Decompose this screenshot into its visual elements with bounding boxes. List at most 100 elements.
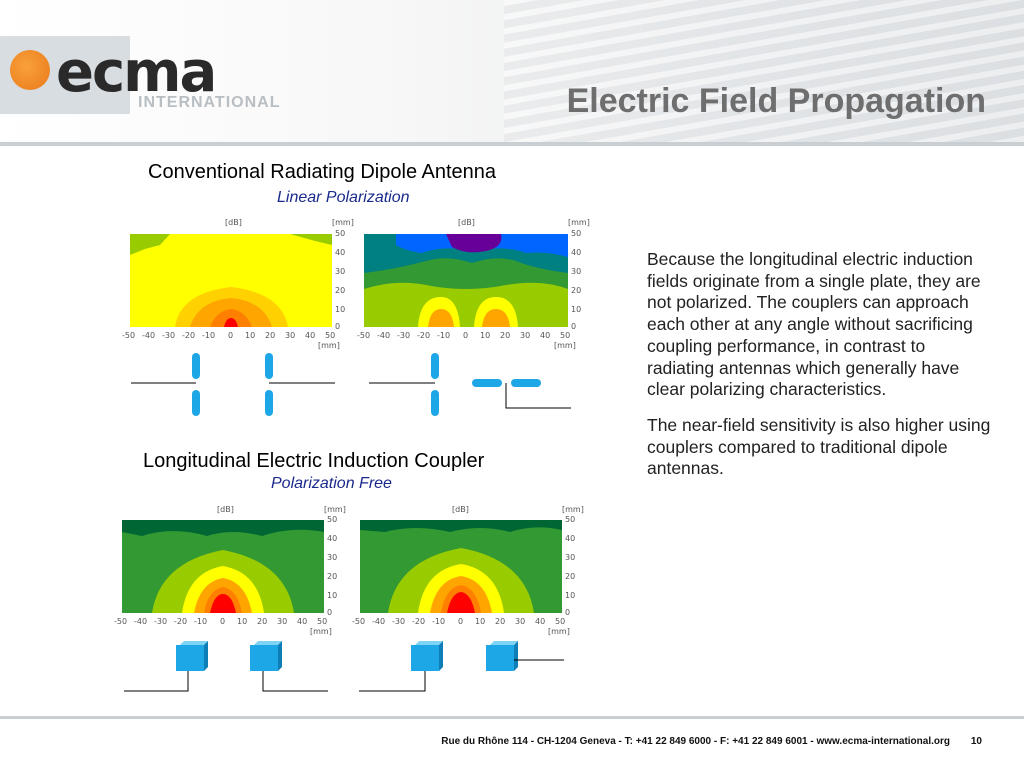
page-number: 10	[970, 736, 982, 747]
section-coupler-subtitle: Polarization Free	[271, 475, 392, 492]
x-tick: -30	[162, 331, 175, 340]
x-tick: 40	[305, 331, 315, 340]
x-tick: -10	[202, 331, 215, 340]
field-map-coupler-right: [dB] [mm] 50 40 30 20 10 0 -50 -40 -30 -…	[350, 502, 590, 640]
x-tick: 50	[317, 617, 327, 626]
contour-fill	[364, 234, 568, 327]
dipole-antenna-diagram	[125, 350, 585, 420]
coupler-diagram	[120, 640, 580, 700]
x-tick: -10	[432, 617, 445, 626]
field-map-dipole-left: [dB] [mm] 50 40 30 20 10 0 -50 -40 -30 -…	[120, 215, 360, 353]
x-tick: 30	[515, 617, 525, 626]
x-tick: 40	[297, 617, 307, 626]
plot-unit-mm-top: [mm]	[332, 218, 354, 227]
explanation-text: Because the longitudinal electric induct…	[647, 249, 992, 494]
x-tick: -50	[122, 331, 135, 340]
section-coupler-title: Longitudinal Electric Induction Coupler	[143, 450, 485, 472]
x-tick: -30	[154, 617, 167, 626]
x-tick: -20	[417, 331, 430, 340]
y-tick: 10	[327, 591, 337, 600]
x-tick: 50	[555, 617, 565, 626]
ecma-logo: ecma INTERNATIONAL	[0, 36, 290, 114]
y-tick: 50	[335, 229, 345, 238]
x-tick: 10	[245, 331, 255, 340]
x-tick: -40	[134, 617, 147, 626]
x-tick: -40	[142, 331, 155, 340]
x-tick: 20	[257, 617, 267, 626]
plot-unit-mm-top: [mm]	[324, 505, 346, 514]
y-tick: 20	[335, 286, 345, 295]
x-tick: 50	[560, 331, 570, 340]
x-tick: 10	[480, 331, 490, 340]
plot-unit-db: [dB]	[217, 505, 234, 514]
plot-unit-mm-top: [mm]	[562, 505, 584, 514]
x-tick: -50	[352, 617, 365, 626]
section-dipole-subtitle: Linear Polarization	[277, 189, 410, 206]
x-tick: 10	[237, 617, 247, 626]
y-tick: 40	[327, 534, 337, 543]
y-tick: 0	[335, 322, 340, 331]
footer-divider	[0, 716, 1024, 719]
contour-fill	[360, 520, 562, 613]
x-tick: 20	[500, 331, 510, 340]
y-tick: 0	[327, 608, 332, 617]
y-tick: 10	[335, 305, 345, 314]
y-tick: 30	[571, 267, 581, 276]
plot-unit-db: [dB]	[452, 505, 469, 514]
logo-wordmark: ecma	[56, 40, 217, 105]
x-tick: -30	[392, 617, 405, 626]
x-tick: -20	[182, 331, 195, 340]
y-tick: 10	[565, 591, 575, 600]
paragraph-sensitivity: The near-field sensitivity is also highe…	[647, 414, 991, 479]
x-tick: 0	[463, 331, 468, 340]
x-tick: -50	[114, 617, 127, 626]
plot-unit-db: [dB]	[458, 218, 475, 227]
x-tick: 20	[495, 617, 505, 626]
dipole-right-pair-icon	[369, 353, 571, 416]
logo-dot-icon	[10, 50, 50, 90]
y-tick: 30	[565, 553, 575, 562]
logo-subtitle: INTERNATIONAL	[138, 94, 281, 111]
header-decoration	[504, 0, 1024, 142]
plot-unit-mm-bottom: [mm]	[318, 341, 340, 350]
y-tick: 0	[571, 322, 576, 331]
x-tick: 10	[475, 617, 485, 626]
y-tick: 40	[335, 248, 345, 257]
y-tick: 30	[335, 267, 345, 276]
y-tick: 30	[327, 553, 337, 562]
section-dipole-title: Conventional Radiating Dipole Antenna	[148, 161, 497, 183]
contour-fill	[122, 520, 324, 613]
header-divider	[0, 142, 1024, 146]
x-tick: 30	[285, 331, 295, 340]
x-tick: -20	[412, 617, 425, 626]
y-tick: 20	[327, 572, 337, 581]
dipole-left-pair-icon	[131, 353, 335, 416]
x-tick: 0	[458, 617, 463, 626]
y-tick: 50	[571, 229, 581, 238]
y-tick: 0	[565, 608, 570, 617]
coupler-right-pair-icon	[359, 641, 564, 692]
field-map-dipole-right: [dB] [mm] 50 40 30 20 10 0 -50 -40 -30 -…	[356, 215, 596, 353]
plot-unit-mm-top: [mm]	[568, 218, 590, 227]
x-tick: -10	[437, 331, 450, 340]
y-tick: 40	[571, 248, 581, 257]
y-tick: 20	[565, 572, 575, 581]
x-tick: -20	[174, 617, 187, 626]
contour-fill	[130, 234, 332, 327]
plot-unit-mm-bottom: [mm]	[310, 627, 332, 636]
x-tick: 0	[220, 617, 225, 626]
footer-address: Rue du Rhône 114 - CH-1204 Geneva - T: +…	[441, 736, 950, 747]
y-tick: 50	[565, 515, 575, 524]
x-tick: 0	[228, 331, 233, 340]
paragraph-polarization: Because the longitudinal electric induct…	[647, 249, 981, 400]
y-tick: 20	[571, 286, 581, 295]
x-tick: -10	[194, 617, 207, 626]
header-background	[0, 0, 1024, 142]
x-tick: -50	[357, 331, 370, 340]
x-tick: 30	[520, 331, 530, 340]
field-map-coupler-left: [dB] [mm] 50 40 30 20 10 0 -50 -40 -30 -…	[112, 502, 352, 640]
plot-unit-mm-bottom: [mm]	[548, 627, 570, 636]
y-tick: 50	[327, 515, 337, 524]
x-tick: 40	[540, 331, 550, 340]
plot-unit-mm-bottom: [mm]	[554, 341, 576, 350]
